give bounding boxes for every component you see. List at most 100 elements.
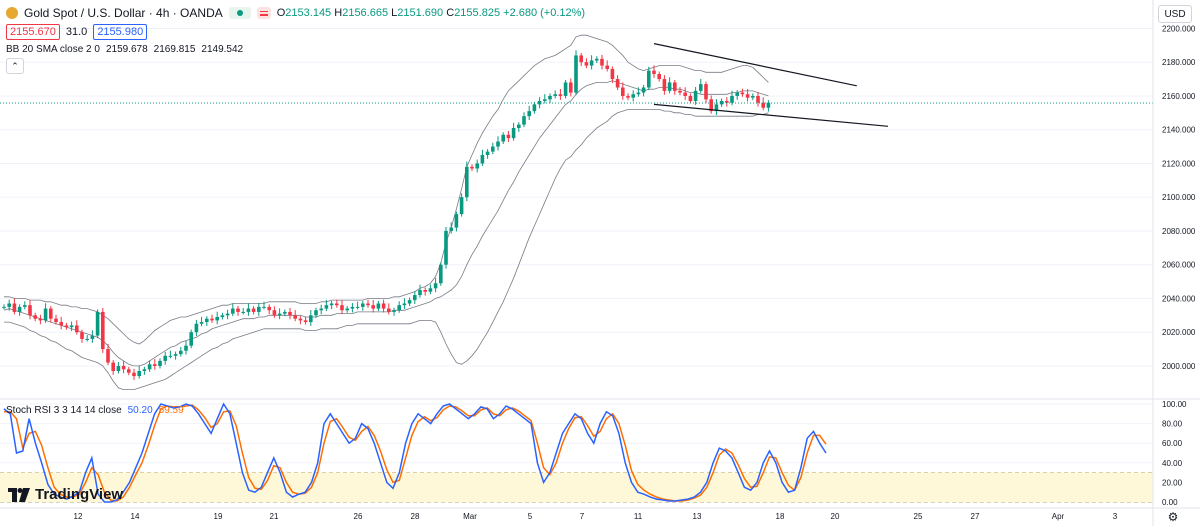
candle-body [589,60,594,66]
candle-body [475,163,479,169]
candle-body [751,95,755,98]
sell-price-button[interactable]: 2155.670 [6,24,60,40]
gold-symbol-icon [6,7,18,19]
spread-value: 31.0 [65,26,88,38]
ohlc-values: O2153.145 H2156.665 L2151.690 C2155.825 … [276,7,586,19]
candle-body [553,94,557,96]
candle-body [480,155,485,164]
candle-body [95,311,100,336]
channel-trendline[interactable] [653,43,857,87]
time-tick-label: 13 [693,512,702,521]
candle-body [652,70,656,74]
candle-body [90,335,95,339]
candle-body [85,338,89,340]
candle-body [485,151,490,155]
candle-body [127,369,131,373]
candle-body [678,90,682,93]
price-axis: 2200.000 2180.000 2160.000 2140.000 2120.000… [1162,24,1196,371]
candle-body [740,92,745,95]
time-tick-label: 25 [914,512,923,521]
candle-body [631,94,635,98]
channel-lines [653,43,889,127]
stoch-tick-label: 60.00 [1162,439,1183,448]
candle-body [121,365,126,370]
candle-body [153,364,157,366]
buy-price-button[interactable]: 2155.980 [93,24,148,40]
bb-upper-line [4,34,769,345]
stoch-rsi-pane [3,402,827,503]
candle-body [626,95,630,98]
candle-body [345,308,349,311]
candle-body [116,365,121,371]
candle-body [709,99,713,112]
candle-body [418,290,422,296]
candle-body [459,197,464,215]
candle-body [236,308,240,312]
flag-icon[interactable] [256,7,271,19]
candle-body [543,99,547,101]
candle-body [647,70,651,88]
candle-body [506,134,511,139]
time-tick-label: 7 [580,512,585,521]
candle-body [558,94,563,96]
candle-body [537,101,542,105]
chevron-up-icon[interactable]: ⌃ [6,58,24,74]
candle-body [267,306,271,311]
stoch-tick-label: 80.00 [1162,420,1183,429]
trade-buttons: 2155.670 31.0 2155.980 [6,24,148,40]
candle-body [28,305,32,316]
candle-body [272,310,277,316]
bb-lower-line [4,109,769,390]
stoch-overbought-oversold-band [0,472,1153,502]
change-value: +2.680 (+0.12%) [503,7,586,19]
currency-button[interactable]: USD [1158,5,1192,23]
gear-icon[interactable]: ⚙ [1167,510,1179,524]
time-tick-label: 11 [634,512,643,521]
candle-body [496,141,500,147]
candle-body [303,320,308,323]
candle-body [610,68,615,80]
indicator-legend: BB 20 SMA close 2 0 2159.678 2169.815 21… [6,44,243,55]
tradingview-logo[interactable]: TradingView [8,486,123,503]
channel-trendline[interactable] [653,103,889,127]
candle-body [49,308,53,319]
candle-body [189,332,193,346]
bb-upper-value: 2169.815 [153,44,196,55]
price-tick-label: 2120.000 [1162,159,1196,168]
candle-body [501,134,505,142]
stoch-label[interactable]: Stoch RSI 3 3 14 14 close [6,405,122,416]
candle-body [179,350,183,355]
price-tick-label: 2140.000 [1162,126,1196,135]
candle-body [340,305,344,311]
candle-body [361,303,365,307]
stoch-k-value: 50.20 [127,405,153,416]
candle-body [615,79,620,88]
candle-body [397,305,401,311]
candle-body [449,227,453,231]
bb-basis-line [3,80,769,367]
time-tick-label: 5 [528,512,533,521]
candle-body [636,92,641,95]
candle-body [407,300,412,304]
time-tick-label: 28 [411,512,420,521]
stoch-tick-label: 100.00 [1162,400,1187,409]
candle-body [262,306,266,308]
candle-body [491,146,495,152]
time-axis: 12 14 19 21 26 28 Mar 5 7 11 13 18 20 25 27 Apr 3 [74,512,1118,521]
candle-body [106,349,110,363]
time-tick-label: 20 [831,512,840,521]
candle-body [433,283,438,289]
symbol-title[interactable]: Gold Spot / U.S. Dollar · 4h · OANDA [24,6,223,20]
candle-body [532,104,537,112]
candle-body [402,303,407,306]
candle-body [735,92,739,96]
price-tick-label: 2020.000 [1162,328,1196,337]
time-tick-label: 12 [74,512,83,521]
indicator-label[interactable]: BB 20 SMA close 2 0 [6,44,100,55]
candle-body [439,264,443,284]
candle-body [366,303,370,306]
candle-body [101,311,105,350]
stoch-d-line [4,404,827,502]
price-tick-label: 2200.000 [1162,24,1196,33]
